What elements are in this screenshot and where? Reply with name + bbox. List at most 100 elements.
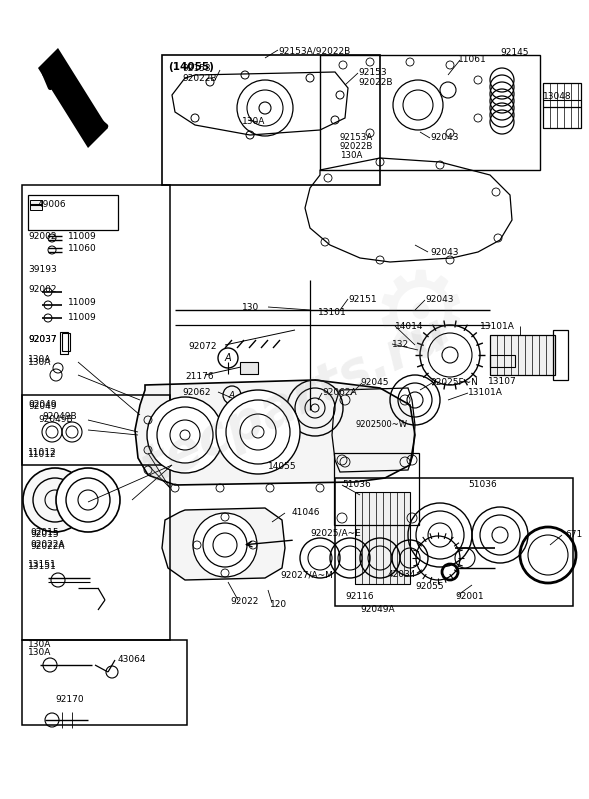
- Text: 92037: 92037: [28, 335, 57, 344]
- Text: 671: 671: [565, 530, 583, 539]
- Bar: [334, 453, 419, 525]
- Text: 92043: 92043: [430, 248, 458, 257]
- Circle shape: [216, 390, 300, 474]
- Text: 92145: 92145: [500, 48, 528, 57]
- Text: 92022B: 92022B: [182, 74, 217, 83]
- Text: 132: 132: [392, 340, 409, 349]
- Text: A: A: [224, 353, 231, 363]
- Text: 92022A: 92022A: [30, 542, 65, 551]
- Text: 13101: 13101: [318, 308, 347, 317]
- Text: 92043: 92043: [430, 133, 458, 142]
- Text: 130A: 130A: [340, 151, 362, 160]
- Text: 92062: 92062: [182, 388, 210, 397]
- Text: 9202500~W: 9202500~W: [355, 420, 407, 429]
- Bar: [22, 640, 187, 725]
- Text: 92170: 92170: [55, 695, 84, 704]
- Text: 43064: 43064: [118, 655, 147, 664]
- Text: 13151: 13151: [28, 562, 57, 571]
- Text: 11009: 11009: [68, 232, 97, 241]
- Text: 92116: 92116: [345, 592, 373, 601]
- Text: 92049: 92049: [28, 402, 57, 411]
- Circle shape: [23, 468, 87, 532]
- Text: 14055: 14055: [268, 462, 297, 471]
- Bar: [335, 478, 573, 606]
- Text: 92049: 92049: [28, 400, 57, 409]
- Text: 92015: 92015: [30, 530, 59, 539]
- Text: 92015: 92015: [30, 528, 59, 537]
- Text: 92037: 92037: [28, 335, 57, 344]
- Bar: [62, 333, 70, 351]
- Text: 130A: 130A: [242, 117, 266, 126]
- Text: 120: 120: [270, 600, 287, 609]
- Text: 92151: 92151: [348, 295, 376, 304]
- Text: 92027/A~M: 92027/A~M: [280, 570, 333, 579]
- Text: 130A: 130A: [28, 640, 51, 649]
- Text: 13151: 13151: [28, 560, 57, 569]
- Text: A: A: [229, 391, 235, 400]
- Text: 92153: 92153: [182, 64, 211, 73]
- Text: 92022B: 92022B: [358, 78, 392, 87]
- Bar: [60, 332, 68, 354]
- Text: 11012: 11012: [28, 448, 57, 457]
- Polygon shape: [162, 508, 285, 580]
- Circle shape: [56, 468, 120, 532]
- Text: tecparts.ru: tecparts.ru: [134, 306, 456, 494]
- Bar: [355, 492, 410, 584]
- Text: 92153A/92022B: 92153A/92022B: [278, 47, 350, 56]
- Text: 11061: 11061: [458, 55, 487, 64]
- Bar: [28, 195, 118, 230]
- Text: 92072: 92072: [188, 342, 217, 351]
- Text: 130: 130: [242, 303, 259, 312]
- Text: 11009: 11009: [68, 298, 97, 307]
- Bar: [320, 55, 540, 170]
- Bar: [162, 55, 380, 185]
- Text: 92049B: 92049B: [42, 412, 77, 421]
- Text: 51036: 51036: [342, 480, 370, 489]
- Text: 92045: 92045: [360, 378, 389, 387]
- Text: 42034: 42034: [388, 570, 416, 579]
- Text: 13107: 13107: [488, 377, 517, 386]
- Text: 11012: 11012: [28, 450, 57, 459]
- Circle shape: [147, 397, 223, 473]
- Text: 92055: 92055: [415, 582, 444, 591]
- Text: 14014: 14014: [395, 322, 423, 331]
- Text: 51036: 51036: [468, 480, 497, 489]
- Text: 39193: 39193: [28, 265, 57, 274]
- Bar: [22, 185, 170, 465]
- Text: 13048: 13048: [543, 92, 572, 101]
- Text: 92049A: 92049A: [360, 605, 395, 614]
- Text: 92002: 92002: [28, 285, 57, 294]
- Text: 92022: 92022: [230, 597, 259, 606]
- Text: 92001: 92001: [455, 592, 484, 601]
- Text: 49006: 49006: [38, 200, 67, 209]
- Text: 92002: 92002: [28, 232, 57, 241]
- Text: 92049B: 92049B: [38, 415, 72, 424]
- Text: 92043: 92043: [425, 295, 454, 304]
- Text: 21176: 21176: [185, 372, 214, 381]
- Bar: [543, 83, 581, 128]
- Bar: [30, 200, 42, 210]
- Text: 92022A: 92022A: [30, 540, 65, 549]
- Text: 92153A: 92153A: [340, 133, 373, 142]
- Text: 92025/A~E: 92025/A~E: [310, 528, 360, 537]
- Text: 92062A: 92062A: [322, 388, 356, 397]
- Bar: [553, 330, 568, 380]
- Text: 92153: 92153: [358, 68, 386, 77]
- Text: 13101A: 13101A: [468, 388, 503, 397]
- Polygon shape: [38, 48, 108, 148]
- Text: 130A: 130A: [28, 648, 51, 657]
- Polygon shape: [135, 380, 415, 485]
- Circle shape: [193, 513, 257, 577]
- Text: 92022B: 92022B: [340, 142, 373, 151]
- Text: 41046: 41046: [292, 508, 320, 517]
- Bar: [240, 362, 258, 374]
- Text: 130A: 130A: [28, 355, 51, 364]
- Text: 13101A: 13101A: [480, 322, 515, 331]
- Text: 11009: 11009: [68, 313, 97, 322]
- Text: 11060: 11060: [68, 244, 97, 253]
- Text: 92025F~N: 92025F~N: [430, 378, 478, 387]
- Text: ⚙: ⚙: [370, 267, 470, 373]
- Bar: [490, 355, 515, 367]
- Bar: [490, 335, 555, 375]
- Text: 130A: 130A: [28, 358, 51, 367]
